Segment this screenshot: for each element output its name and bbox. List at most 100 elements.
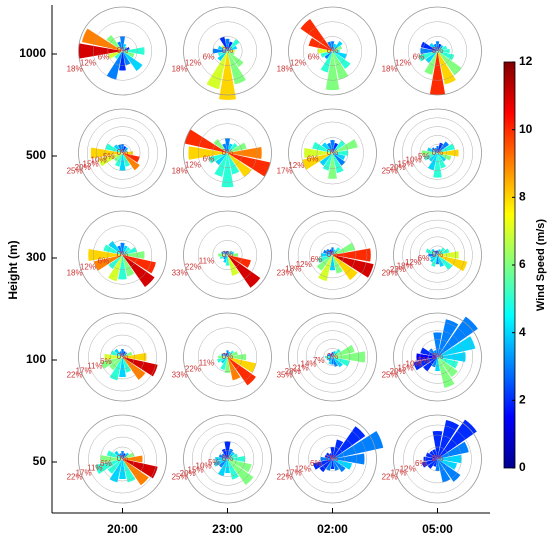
- ring-label: 22%: [382, 473, 398, 482]
- sector: [437, 44, 444, 51]
- sector: [223, 255, 228, 260]
- ring: [183, 108, 272, 198]
- sector: [218, 253, 228, 257]
- ring-label: 23%: [390, 265, 406, 274]
- sector: [435, 41, 440, 51]
- sector: [90, 147, 123, 159]
- sector: [218, 459, 228, 468]
- sector: [327, 354, 333, 357]
- sector: [328, 352, 333, 357]
- colorbar-tick-label: 12: [519, 54, 533, 68]
- ring-label: 12%: [185, 161, 201, 170]
- y-tick-label: 1000: [19, 46, 46, 60]
- ring-label: 6%: [413, 52, 425, 61]
- sector: [122, 351, 133, 357]
- sector: [227, 51, 246, 85]
- ring: [428, 143, 447, 162]
- ring: [309, 231, 356, 279]
- sector: [220, 357, 228, 364]
- ring-label: 10%: [196, 462, 212, 471]
- sector: [88, 249, 123, 261]
- sector: [332, 344, 355, 357]
- sector: [434, 147, 438, 153]
- sector: [104, 353, 123, 361]
- sector: [93, 255, 123, 271]
- sector: [122, 153, 140, 163]
- ring: [87, 117, 158, 189]
- y-axis-label: Height (m): [6, 240, 20, 299]
- ring: [428, 348, 447, 367]
- ring-label: 0%: [222, 148, 234, 157]
- ring: [298, 424, 367, 494]
- sector: [425, 248, 438, 255]
- ring: [92, 225, 153, 285]
- sector: [437, 352, 466, 362]
- sector: [416, 353, 438, 361]
- sector: [122, 255, 156, 274]
- sector: [332, 49, 340, 53]
- sector: [224, 138, 231, 153]
- sector: [437, 143, 455, 153]
- ring-label: 6%: [98, 256, 110, 265]
- sector: [225, 255, 230, 266]
- ring: [192, 423, 263, 495]
- sector: [332, 51, 347, 59]
- sector: [225, 459, 230, 474]
- sector: [308, 37, 333, 51]
- sector: [332, 153, 344, 174]
- sector: [436, 250, 439, 255]
- sector: [436, 145, 439, 153]
- ring-label: 22%: [67, 473, 83, 482]
- sector: [423, 456, 438, 462]
- sector: [227, 351, 231, 357]
- sector: [227, 357, 256, 386]
- sector: [227, 357, 241, 381]
- ring-label: 11%: [199, 256, 214, 265]
- ring: [419, 236, 456, 274]
- ring: [393, 108, 482, 198]
- sector: [332, 357, 350, 367]
- ring: [110, 446, 135, 472]
- sector: [332, 142, 339, 153]
- sector: [418, 51, 438, 62]
- ring: [197, 123, 258, 183]
- sector: [122, 452, 130, 459]
- sector: [431, 147, 438, 153]
- sector: [227, 153, 240, 175]
- ring-label: 18%: [67, 65, 83, 74]
- sector: [428, 153, 438, 162]
- ring-label: 5%: [208, 458, 220, 467]
- sector: [227, 142, 247, 153]
- ring-label: 0%: [432, 454, 444, 463]
- sector: [113, 144, 123, 153]
- wind-rose: 0% 6%11%17%22%: [67, 312, 167, 402]
- colorbar-tick-label: 0: [519, 460, 526, 474]
- wind-rose: 0%5%10%15%20%25%: [382, 312, 482, 402]
- sector: [224, 357, 231, 373]
- x-tick-label: 02:00: [317, 522, 348, 536]
- sector: [435, 255, 440, 265]
- sector: [109, 459, 123, 483]
- sector: [121, 451, 124, 459]
- ring: [301, 121, 364, 185]
- sector: [122, 459, 136, 483]
- ring: [314, 339, 351, 375]
- sector: [114, 153, 123, 167]
- ring: [78, 414, 167, 504]
- sector: [332, 350, 336, 357]
- sector: [319, 459, 333, 473]
- ring: [288, 414, 377, 504]
- sector: [332, 426, 366, 459]
- sector: [109, 357, 123, 371]
- sector: [300, 18, 333, 52]
- sector: [221, 153, 234, 188]
- ring: [197, 327, 258, 387]
- ring: [212, 240, 243, 270]
- sector: [332, 45, 343, 51]
- ring: [428, 245, 447, 265]
- sector: [326, 248, 333, 255]
- sector: [225, 251, 228, 255]
- sector: [429, 450, 438, 459]
- sector: [226, 251, 229, 255]
- sector: [428, 348, 438, 357]
